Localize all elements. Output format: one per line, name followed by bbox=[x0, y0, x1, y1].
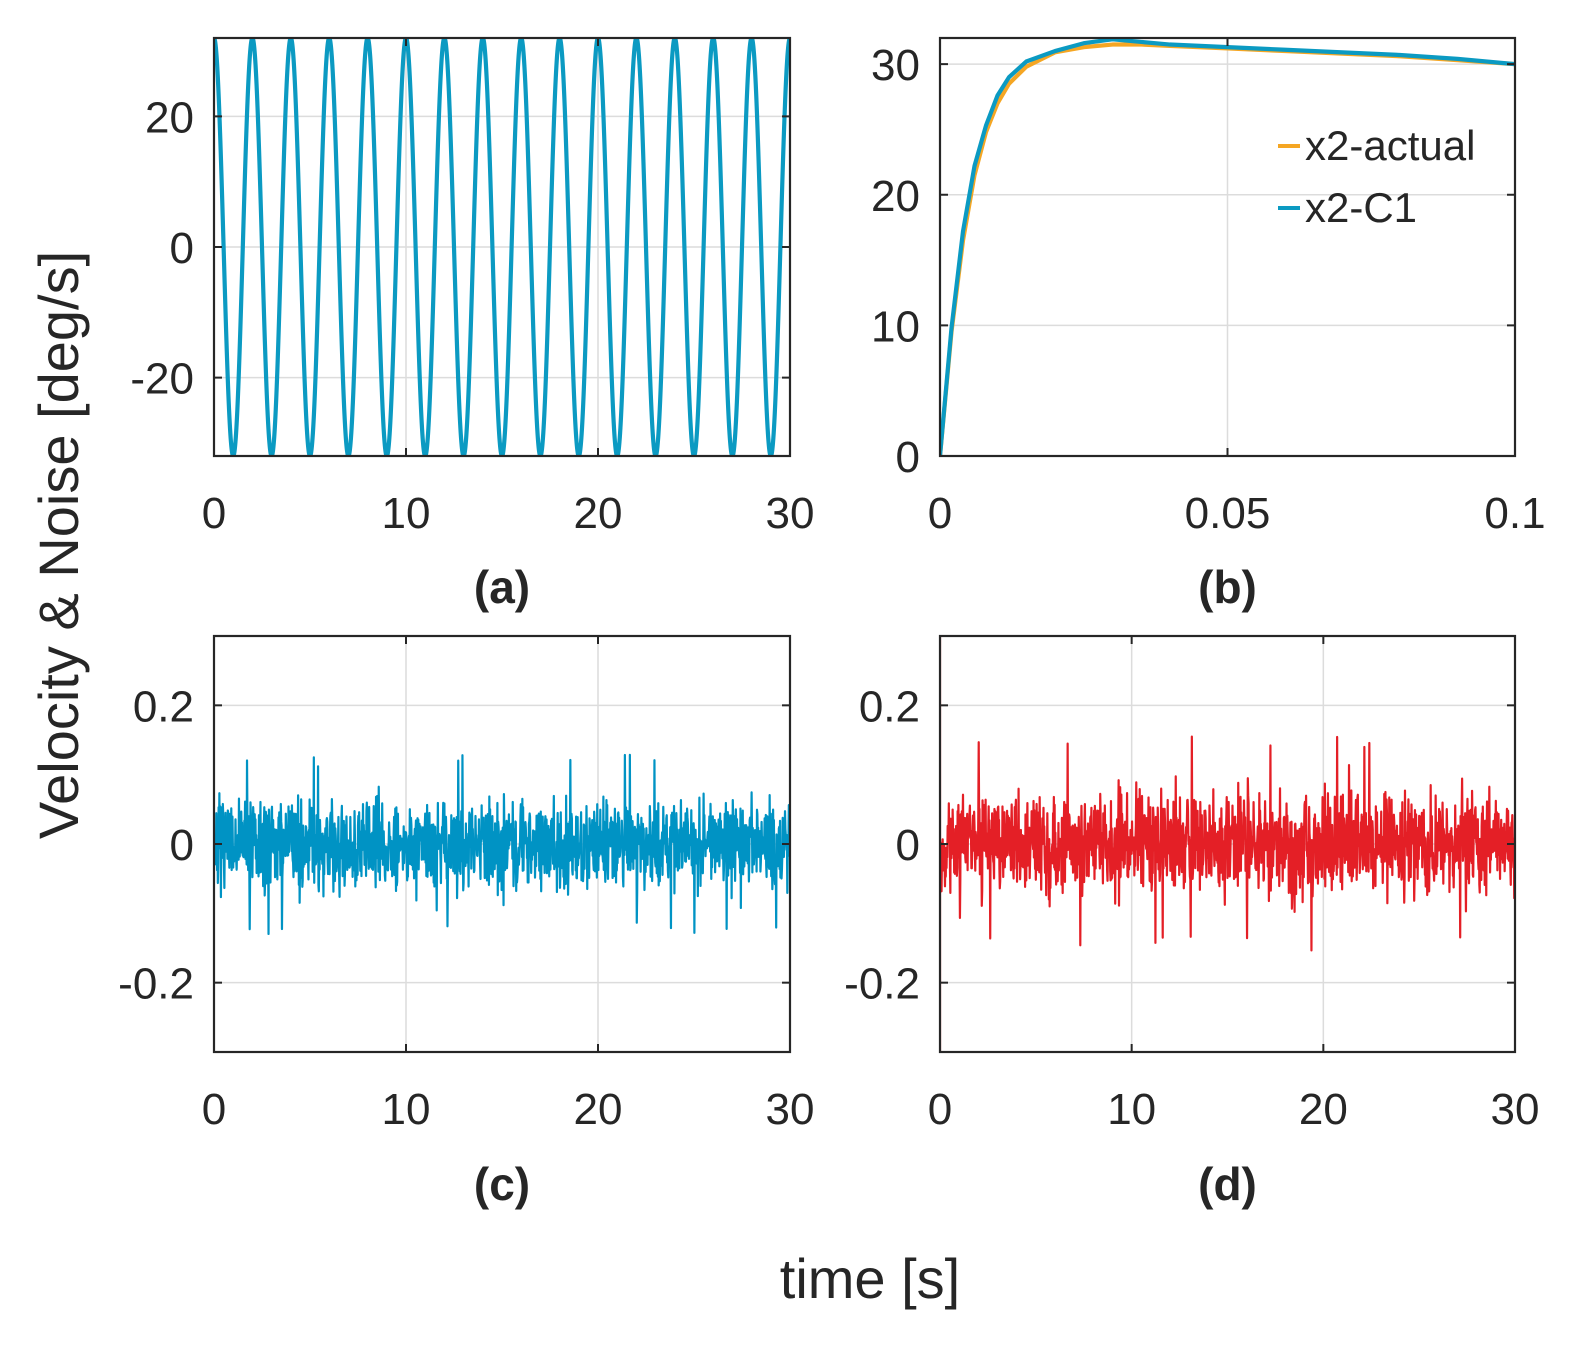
series-line-noise bbox=[940, 636, 1515, 1052]
x-axis-title: time [s] bbox=[780, 1247, 960, 1310]
y-tick-label: 0 bbox=[896, 433, 920, 482]
panels: 0 10 20 30 -20 0 20 (a) 0 0.05 0.1 0 10 20 30 (b) x2-act… bbox=[118, 36, 1546, 1210]
panel-label: (d) bbox=[1198, 1158, 1257, 1210]
x-tick-label: 20 bbox=[574, 489, 623, 538]
y-tick-label: 30 bbox=[871, 41, 920, 90]
x-tick-label: 0 bbox=[928, 489, 952, 538]
legend: x2-actual x2-C1 bbox=[1278, 122, 1475, 231]
legend-entry-label: x2-actual bbox=[1305, 122, 1475, 169]
y-tick-label: 20 bbox=[871, 172, 920, 221]
chart-panel-0: 0 10 20 30 -20 0 20 (a) bbox=[130, 36, 815, 613]
y-tick-label: 20 bbox=[145, 93, 194, 142]
y-tick-label: 0 bbox=[896, 821, 920, 870]
y-tick-label: 10 bbox=[871, 302, 920, 351]
x-tick-label: 10 bbox=[382, 489, 431, 538]
x-tick-label: 20 bbox=[574, 1085, 623, 1134]
series-group bbox=[214, 753, 790, 936]
x-tick-label: 30 bbox=[766, 1085, 815, 1134]
chart-panel-3: 0 10 20 30 -0.2 0 0.2 (d) bbox=[844, 634, 1540, 1210]
y-tick-label: -0.2 bbox=[844, 960, 920, 1009]
x-tick-label: 10 bbox=[1107, 1085, 1156, 1134]
y-tick-label: 0 bbox=[170, 821, 194, 870]
series-group bbox=[940, 636, 1515, 1052]
y-tick-label: 0 bbox=[170, 224, 194, 273]
x-tick-label: 0.05 bbox=[1185, 489, 1271, 538]
x-tick-label: 20 bbox=[1299, 1085, 1348, 1134]
y-tick-label: -0.2 bbox=[118, 960, 194, 1009]
panel-label: (b) bbox=[1198, 561, 1257, 613]
y-tick-label: 0.2 bbox=[859, 682, 920, 731]
panel-label: (a) bbox=[474, 561, 530, 613]
y-axis-title: Velocity & Noise [deg/s] bbox=[27, 251, 90, 839]
x-tick-label: 0.1 bbox=[1484, 489, 1545, 538]
panel-label: (c) bbox=[474, 1158, 530, 1210]
y-tick-label: -20 bbox=[130, 355, 194, 404]
legend-entry-label: x2-C1 bbox=[1305, 184, 1417, 231]
x-tick-label: 0 bbox=[928, 1085, 952, 1134]
chart-panel-2: 0 10 20 30 -0.2 0 0.2 (c) bbox=[118, 634, 815, 1210]
x-tick-label: 30 bbox=[766, 489, 815, 538]
x-tick-label: 30 bbox=[1491, 1085, 1540, 1134]
series-group bbox=[940, 38, 1515, 456]
series-line-noise bbox=[214, 753, 790, 936]
x-tick-label: 10 bbox=[382, 1085, 431, 1134]
x-tick-label: 0 bbox=[202, 489, 226, 538]
y-tick-label: 0.2 bbox=[133, 682, 194, 731]
x-tick-label: 0 bbox=[202, 1085, 226, 1134]
series-line-x2-C1 bbox=[940, 38, 1515, 456]
chart-panel-1: 0 0.05 0.1 0 10 20 30 (b) x2-actual x2-C1 bbox=[871, 36, 1546, 613]
